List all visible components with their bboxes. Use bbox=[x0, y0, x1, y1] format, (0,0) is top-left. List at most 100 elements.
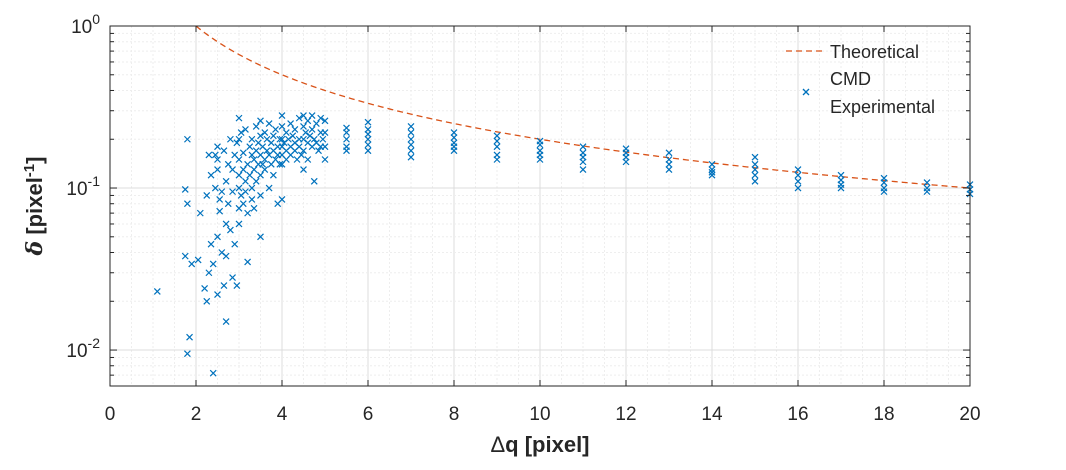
x-tick-label: 2 bbox=[191, 404, 202, 425]
y-tick-label-exp: -1 bbox=[88, 173, 101, 189]
experimental-point bbox=[214, 166, 221, 173]
experimental-point-stroke bbox=[364, 141, 372, 149]
experimental-point-stroke bbox=[252, 177, 260, 185]
experimental-point bbox=[837, 184, 845, 192]
experimental-point-stroke bbox=[246, 143, 254, 151]
experimental-point-stroke bbox=[493, 143, 501, 151]
experimental-point-stroke bbox=[226, 226, 234, 234]
experimental-point-stroke bbox=[235, 184, 243, 192]
experimental-point bbox=[837, 171, 845, 179]
experimental-point-stroke bbox=[257, 192, 264, 199]
experimental-point-stroke bbox=[794, 177, 802, 185]
experimental-point bbox=[229, 188, 236, 196]
experimental-point bbox=[493, 132, 501, 140]
y-axis-title-close: ] bbox=[22, 157, 47, 164]
y-tick-label-base: 10 bbox=[66, 179, 87, 200]
experimental-point-stroke bbox=[295, 114, 303, 122]
experimental-point-stroke bbox=[259, 160, 267, 168]
experimental-point-stroke bbox=[536, 141, 544, 149]
experimental-point-stroke bbox=[196, 209, 204, 217]
experimental-point bbox=[239, 200, 247, 208]
experimental-point bbox=[923, 179, 931, 187]
experimental-point bbox=[285, 135, 292, 143]
experimental-point bbox=[235, 114, 243, 122]
experimental-point bbox=[186, 333, 193, 341]
experimental-point bbox=[183, 200, 191, 208]
experimental-point-stroke bbox=[708, 171, 716, 179]
x-tick-label: 18 bbox=[873, 404, 894, 425]
experimental-point-stroke bbox=[300, 147, 307, 155]
experimental-point-stroke bbox=[218, 188, 226, 196]
experimental-point bbox=[319, 135, 327, 143]
experimental-point bbox=[153, 288, 161, 295]
experimental-point-stroke bbox=[450, 134, 458, 141]
experimental-point-stroke bbox=[343, 135, 350, 143]
experimental-point bbox=[450, 134, 458, 141]
experimental-point-stroke bbox=[302, 129, 310, 136]
x-tick-label: 20 bbox=[959, 404, 980, 425]
experimental-point bbox=[235, 156, 243, 163]
experimental-point-stroke bbox=[321, 143, 329, 151]
experimental-point-stroke bbox=[229, 274, 236, 282]
experimental-point-stroke bbox=[364, 135, 372, 143]
experimental-point-stroke bbox=[923, 179, 931, 187]
experimental-point bbox=[708, 166, 716, 173]
x-tick-label: 10 bbox=[529, 404, 550, 425]
experimental-point bbox=[211, 184, 219, 192]
experimental-point-stroke bbox=[224, 160, 232, 168]
experimental-point-stroke bbox=[407, 129, 415, 136]
experimental-point bbox=[708, 160, 716, 168]
experimental-point-stroke bbox=[278, 122, 286, 130]
experimental-point bbox=[209, 260, 217, 268]
experimental-point-stroke bbox=[188, 260, 196, 268]
experimental-point-stroke bbox=[407, 122, 415, 130]
experimental-point-stroke bbox=[244, 258, 252, 266]
experimental-point bbox=[304, 117, 312, 125]
experimental-point bbox=[407, 141, 415, 149]
experimental-point bbox=[203, 192, 211, 199]
y-axis-title-symbol: δ bbox=[22, 241, 48, 257]
experimental-point bbox=[244, 258, 252, 266]
experimental-point-stroke bbox=[407, 141, 415, 149]
experimental-point-stroke bbox=[278, 143, 286, 151]
experimental-point bbox=[282, 129, 290, 136]
experimental-point-stroke bbox=[235, 114, 243, 122]
experimental-point-stroke bbox=[665, 160, 673, 168]
experimental-point bbox=[751, 171, 759, 179]
experimental-point bbox=[315, 147, 322, 155]
experimental-point bbox=[248, 135, 256, 143]
experimental-point-stroke bbox=[306, 132, 314, 140]
experimental-point bbox=[407, 122, 415, 130]
x-tick-label: 8 bbox=[449, 404, 460, 425]
y-tick-label: 10-1 bbox=[66, 173, 100, 200]
experimental-point-stroke bbox=[214, 156, 221, 163]
experimental-point bbox=[407, 153, 415, 161]
experimental-point-stroke bbox=[321, 156, 329, 163]
experimental-point-stroke bbox=[310, 177, 318, 185]
experimental-point-stroke bbox=[216, 196, 224, 203]
experimental-point-stroke bbox=[751, 166, 759, 173]
experimental-point bbox=[252, 122, 260, 130]
experimental-point-stroke bbox=[231, 240, 239, 248]
experimental-point bbox=[302, 129, 310, 136]
experimental-point-stroke bbox=[220, 147, 228, 155]
experimental-point bbox=[224, 160, 232, 168]
experimental-point bbox=[665, 149, 673, 157]
experimental-point bbox=[239, 166, 247, 173]
y-tick-label-exp: 0 bbox=[92, 11, 100, 27]
experimental-point-stroke bbox=[407, 153, 415, 161]
experimental-point bbox=[231, 240, 239, 248]
experimental-point-stroke bbox=[183, 135, 191, 143]
experimental-point bbox=[244, 209, 252, 217]
experimental-point bbox=[321, 143, 329, 151]
experimental-point-stroke bbox=[315, 147, 322, 155]
experimental-point-stroke bbox=[269, 132, 277, 140]
experimental-point-stroke bbox=[364, 118, 372, 126]
experimental-point bbox=[364, 118, 372, 126]
experimental-point-stroke bbox=[257, 151, 264, 159]
experimental-point-stroke bbox=[203, 192, 211, 199]
x-tick-label: 0 bbox=[105, 404, 116, 425]
experimental-point bbox=[880, 179, 888, 187]
experimental-point bbox=[214, 156, 221, 163]
experimental-point-stroke bbox=[222, 318, 230, 325]
